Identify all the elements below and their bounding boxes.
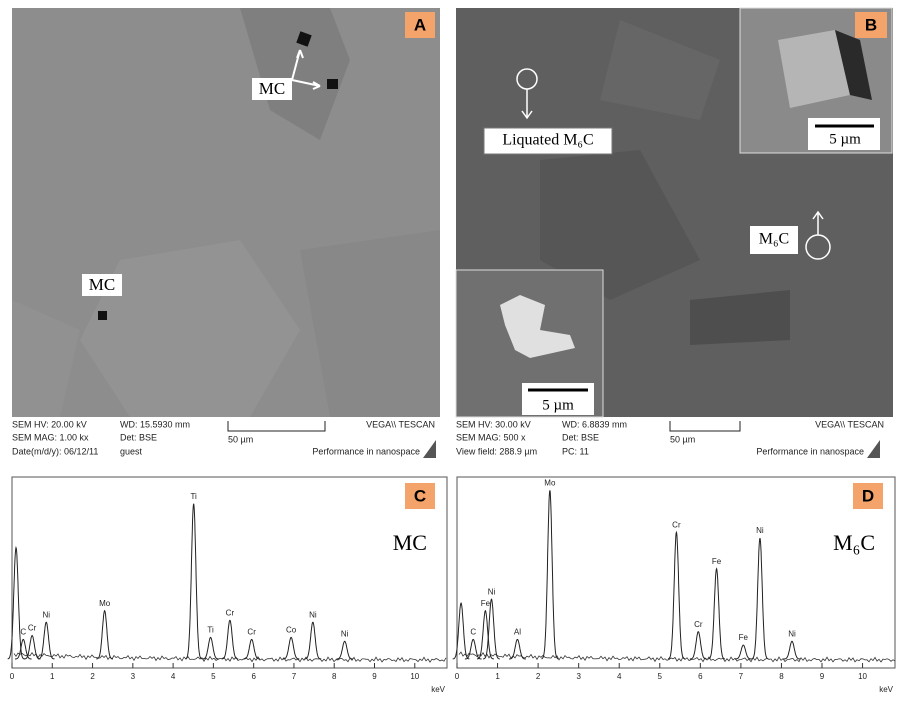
carbide-particle	[98, 311, 107, 320]
panel-label: C	[414, 486, 426, 505]
x-tick-label: 8	[332, 672, 337, 681]
x-tick-label: 3	[131, 672, 136, 681]
peak-label: Ni	[42, 610, 50, 619]
x-tick-label: 4	[171, 672, 176, 681]
info-text: Date(m/d/y): 06/12/11	[12, 446, 98, 456]
x-tick-label: 4	[617, 672, 622, 681]
info-text: SEM HV: 30.00 kV	[456, 419, 531, 429]
peak-label: Cr	[28, 624, 37, 633]
x-axis-label: keV	[431, 685, 445, 694]
page: { "panels": { "a": { "label": "A", "anno…	[0, 0, 897, 697]
peak-label: Cr	[247, 627, 256, 636]
annotation: Liquated M₆C	[502, 132, 593, 149]
info-text: Det: BSE	[120, 432, 157, 442]
sem-image-a: MC MC A	[12, 8, 440, 417]
annotation: M₆C	[759, 231, 789, 248]
panel-label: A	[414, 15, 426, 34]
peak-label: Fe	[739, 633, 749, 642]
peak-label: Ni	[756, 526, 764, 535]
peak-label: Ti	[207, 626, 214, 635]
logo	[423, 440, 436, 458]
plot-frame	[12, 477, 447, 668]
figure: MC MC A SEM HV: 20.00 kV SEM MAG: 1.00 k…	[0, 0, 897, 697]
spectrum-annotation: MC	[393, 530, 427, 555]
carbide-particle	[327, 79, 338, 89]
peak-label: Fe	[481, 599, 491, 608]
panel-label: D	[862, 486, 874, 505]
peak-label: Co	[286, 626, 297, 635]
x-tick-label: 5	[211, 672, 216, 681]
peak-label: Ni	[341, 629, 349, 638]
scale-text: 50 µm	[670, 434, 695, 444]
x-tick-label: 8	[779, 672, 784, 681]
x-tick-label: 1	[50, 672, 55, 681]
x-tick-label: 10	[858, 672, 867, 681]
x-tick-label: 0	[455, 672, 460, 681]
slogan: Performance in nanospace	[756, 446, 864, 456]
logo	[867, 440, 880, 458]
info-text: View field: 288.9 µm	[456, 446, 537, 456]
scale-bar	[670, 421, 740, 431]
peak-label: Cr	[694, 620, 703, 629]
x-tick-label: 2	[90, 672, 95, 681]
peak-label: Ni	[309, 610, 317, 619]
info-bar-a: SEM HV: 20.00 kV SEM MAG: 1.00 kx Date(m…	[12, 419, 436, 458]
panel-label: B	[865, 15, 877, 34]
peak-label: Ni	[788, 629, 796, 638]
annotation: MC	[259, 79, 285, 98]
scale-text: 50 µm	[228, 434, 253, 444]
x-tick-label: 2	[536, 672, 541, 681]
slogan: Performance in nanospace	[312, 446, 420, 456]
x-tick-label: 1	[495, 672, 500, 681]
info-text: guest	[120, 446, 143, 456]
x-tick-label: 9	[372, 672, 377, 681]
plot-frame	[457, 477, 895, 668]
info-text: PC: 11	[562, 446, 589, 456]
peak-label: Cr	[226, 608, 235, 617]
x-tick-label: 0	[10, 672, 15, 681]
info-text: WD: 15.5930 mm	[120, 419, 190, 429]
peak-label: Al	[514, 627, 521, 636]
annotation: MC	[89, 275, 115, 294]
spectrum-chart: C Fe Ni Al Mo Cr Cr Fe Fe Ni Ni 0 1 2 3 4 5 6 7 8 9 10 keV M₆C D	[453, 477, 895, 694]
brand: VEGA\\ TESCAN	[366, 419, 435, 429]
peak-label: C	[20, 627, 26, 636]
info-text: SEM HV: 20.00 kV	[12, 419, 87, 429]
brand: VEGA\\ TESCAN	[815, 419, 884, 429]
info-text: WD: 6.8839 mm	[562, 419, 627, 429]
peak-label: Cr	[672, 520, 681, 529]
x-tick-label: 7	[739, 672, 744, 681]
info-text: SEM MAG: 500 x	[456, 432, 526, 442]
x-tick-label: 7	[292, 672, 297, 681]
x-tick-label: 5	[658, 672, 663, 681]
x-tick-label: 3	[576, 672, 581, 681]
sem-image-b: Liquated M₆C M₆C 5 µm 5 µm B	[456, 8, 893, 417]
scale-text: 5 µm	[542, 397, 574, 413]
info-text: SEM MAG: 1.00 kx	[12, 432, 89, 442]
peak-label: Ni	[488, 587, 496, 596]
peak-label: C	[470, 627, 476, 636]
info-text: Det: BSE	[562, 432, 599, 442]
x-tick-label: 10	[410, 672, 419, 681]
peak-label: Mo	[544, 478, 556, 487]
spectrum-annotation: M₆C	[833, 530, 875, 555]
x-tick-label: 6	[251, 672, 256, 681]
peak-label: Fe	[712, 557, 722, 566]
scale-bar	[228, 421, 325, 431]
x-tick-label: 9	[820, 672, 825, 681]
x-tick-label: 6	[698, 672, 703, 681]
x-axis-label: keV	[879, 685, 893, 694]
info-bar-b: SEM HV: 30.00 kV SEM MAG: 500 x View fie…	[456, 419, 884, 458]
peak-label: Mo	[99, 599, 111, 608]
scale-text: 5 µm	[829, 131, 861, 147]
peak-label: Ti	[190, 492, 197, 501]
